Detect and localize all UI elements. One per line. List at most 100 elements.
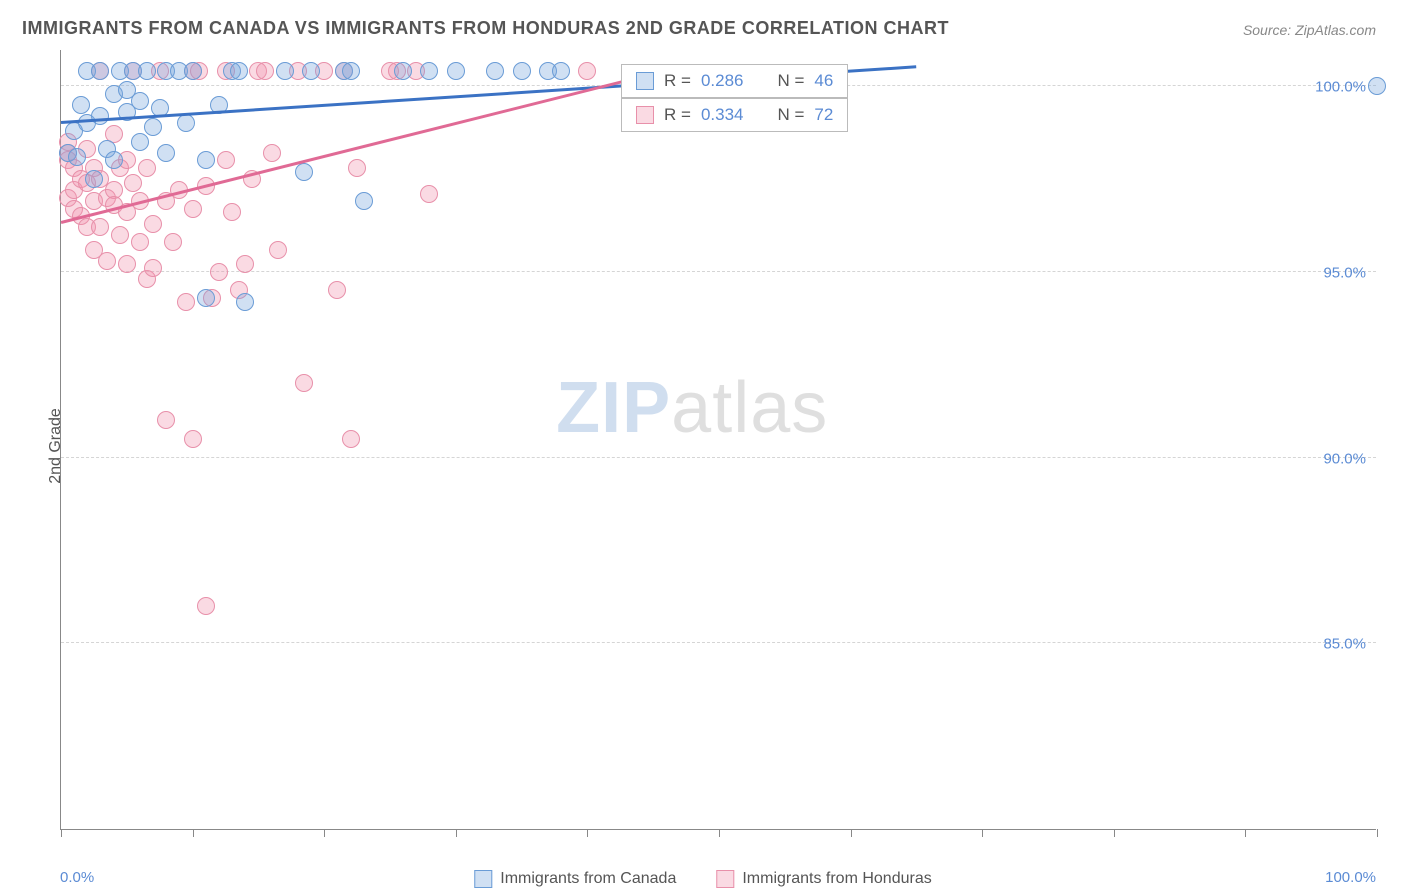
marker-honduras	[164, 233, 182, 251]
marker-canada	[447, 62, 465, 80]
marker-canada	[105, 151, 123, 169]
marker-honduras	[223, 203, 241, 221]
gridline	[61, 457, 1376, 458]
marker-canada	[157, 144, 175, 162]
marker-honduras	[328, 281, 346, 299]
x-tick	[1377, 829, 1378, 837]
swatch-icon	[636, 72, 654, 90]
x-tick	[456, 829, 457, 837]
marker-honduras	[111, 226, 129, 244]
marker-canada	[197, 151, 215, 169]
marker-honduras	[131, 233, 149, 251]
marker-canada	[230, 62, 248, 80]
marker-canada	[85, 170, 103, 188]
legend-item-honduras: Immigrants from Honduras	[716, 870, 931, 888]
r-value: 0.286	[701, 71, 744, 91]
marker-canada	[236, 293, 254, 311]
marker-canada	[91, 107, 109, 125]
y-tick-label: 90.0%	[1323, 450, 1366, 467]
marker-canada	[1368, 77, 1386, 95]
marker-honduras	[144, 215, 162, 233]
marker-canada	[184, 62, 202, 80]
gridline	[61, 271, 1376, 272]
marker-canada	[68, 148, 86, 166]
n-label: N =	[777, 105, 804, 125]
marker-honduras	[217, 151, 235, 169]
x-tick	[1114, 829, 1115, 837]
swatch-icon	[636, 106, 654, 124]
watermark-atlas: atlas	[671, 368, 828, 448]
marker-honduras	[236, 255, 254, 273]
legend: Immigrants from Canada Immigrants from H…	[474, 870, 931, 888]
gridline	[61, 642, 1376, 643]
r-label: R =	[664, 105, 691, 125]
stats-box: R =0.286N =46	[621, 64, 848, 98]
marker-honduras	[184, 200, 202, 218]
marker-honduras	[197, 597, 215, 615]
marker-honduras	[124, 174, 142, 192]
x-tick	[587, 829, 588, 837]
x-tick-label-max: 100.0%	[1325, 869, 1376, 886]
y-tick-label: 95.0%	[1323, 264, 1366, 281]
swatch-icon	[474, 870, 492, 888]
marker-honduras	[138, 159, 156, 177]
plot-area: ZIPatlas 85.0% 90.0% 95.0% 100.0% R = 0.286 N …	[60, 50, 1376, 830]
marker-canada	[72, 96, 90, 114]
x-tick	[193, 829, 194, 837]
marker-honduras	[578, 62, 596, 80]
marker-honduras	[263, 144, 281, 162]
stats-box: R = 0.334 N = 72	[621, 98, 848, 132]
marker-honduras	[144, 259, 162, 277]
x-tick	[719, 829, 720, 837]
x-tick	[1245, 829, 1246, 837]
marker-canada	[138, 62, 156, 80]
swatch-icon	[716, 870, 734, 888]
marker-honduras	[295, 374, 313, 392]
marker-canada	[91, 62, 109, 80]
legend-label: Immigrants from Honduras	[742, 870, 931, 888]
marker-canada	[302, 62, 320, 80]
marker-honduras	[157, 411, 175, 429]
x-tick-label-min: 0.0%	[60, 869, 94, 886]
watermark-zip: ZIP	[556, 368, 671, 448]
marker-honduras	[269, 241, 287, 259]
n-label: N =	[777, 71, 804, 91]
marker-canada	[342, 62, 360, 80]
watermark: ZIPatlas	[556, 367, 828, 449]
source-attribution: Source: ZipAtlas.com	[1243, 22, 1376, 38]
marker-canada	[394, 62, 412, 80]
x-tick	[61, 829, 62, 837]
y-tick-label: 100.0%	[1315, 79, 1366, 96]
marker-canada	[420, 62, 438, 80]
marker-honduras	[256, 62, 274, 80]
marker-honduras	[98, 252, 116, 270]
marker-honduras	[210, 263, 228, 281]
marker-honduras	[118, 255, 136, 273]
marker-honduras	[420, 185, 438, 203]
marker-canada	[131, 133, 149, 151]
marker-canada	[552, 62, 570, 80]
marker-canada	[295, 163, 313, 181]
marker-honduras	[177, 293, 195, 311]
legend-label: Immigrants from Canada	[500, 870, 676, 888]
marker-canada	[276, 62, 294, 80]
y-tick-label: 85.0%	[1323, 636, 1366, 653]
marker-canada	[144, 118, 162, 136]
marker-canada	[131, 92, 149, 110]
marker-canada	[177, 114, 195, 132]
marker-honduras	[184, 430, 202, 448]
marker-honduras	[91, 218, 109, 236]
r-value: 0.334	[701, 105, 744, 125]
chart-title: IMMIGRANTS FROM CANADA VS IMMIGRANTS FRO…	[22, 18, 949, 39]
x-tick	[851, 829, 852, 837]
marker-honduras	[348, 159, 366, 177]
marker-canada	[197, 289, 215, 307]
legend-item-canada: Immigrants from Canada	[474, 870, 676, 888]
x-tick	[324, 829, 325, 837]
marker-canada	[355, 192, 373, 210]
n-value: 46	[814, 71, 833, 91]
marker-canada	[513, 62, 531, 80]
n-value: 72	[814, 105, 833, 125]
marker-canada	[486, 62, 504, 80]
marker-honduras	[342, 430, 360, 448]
